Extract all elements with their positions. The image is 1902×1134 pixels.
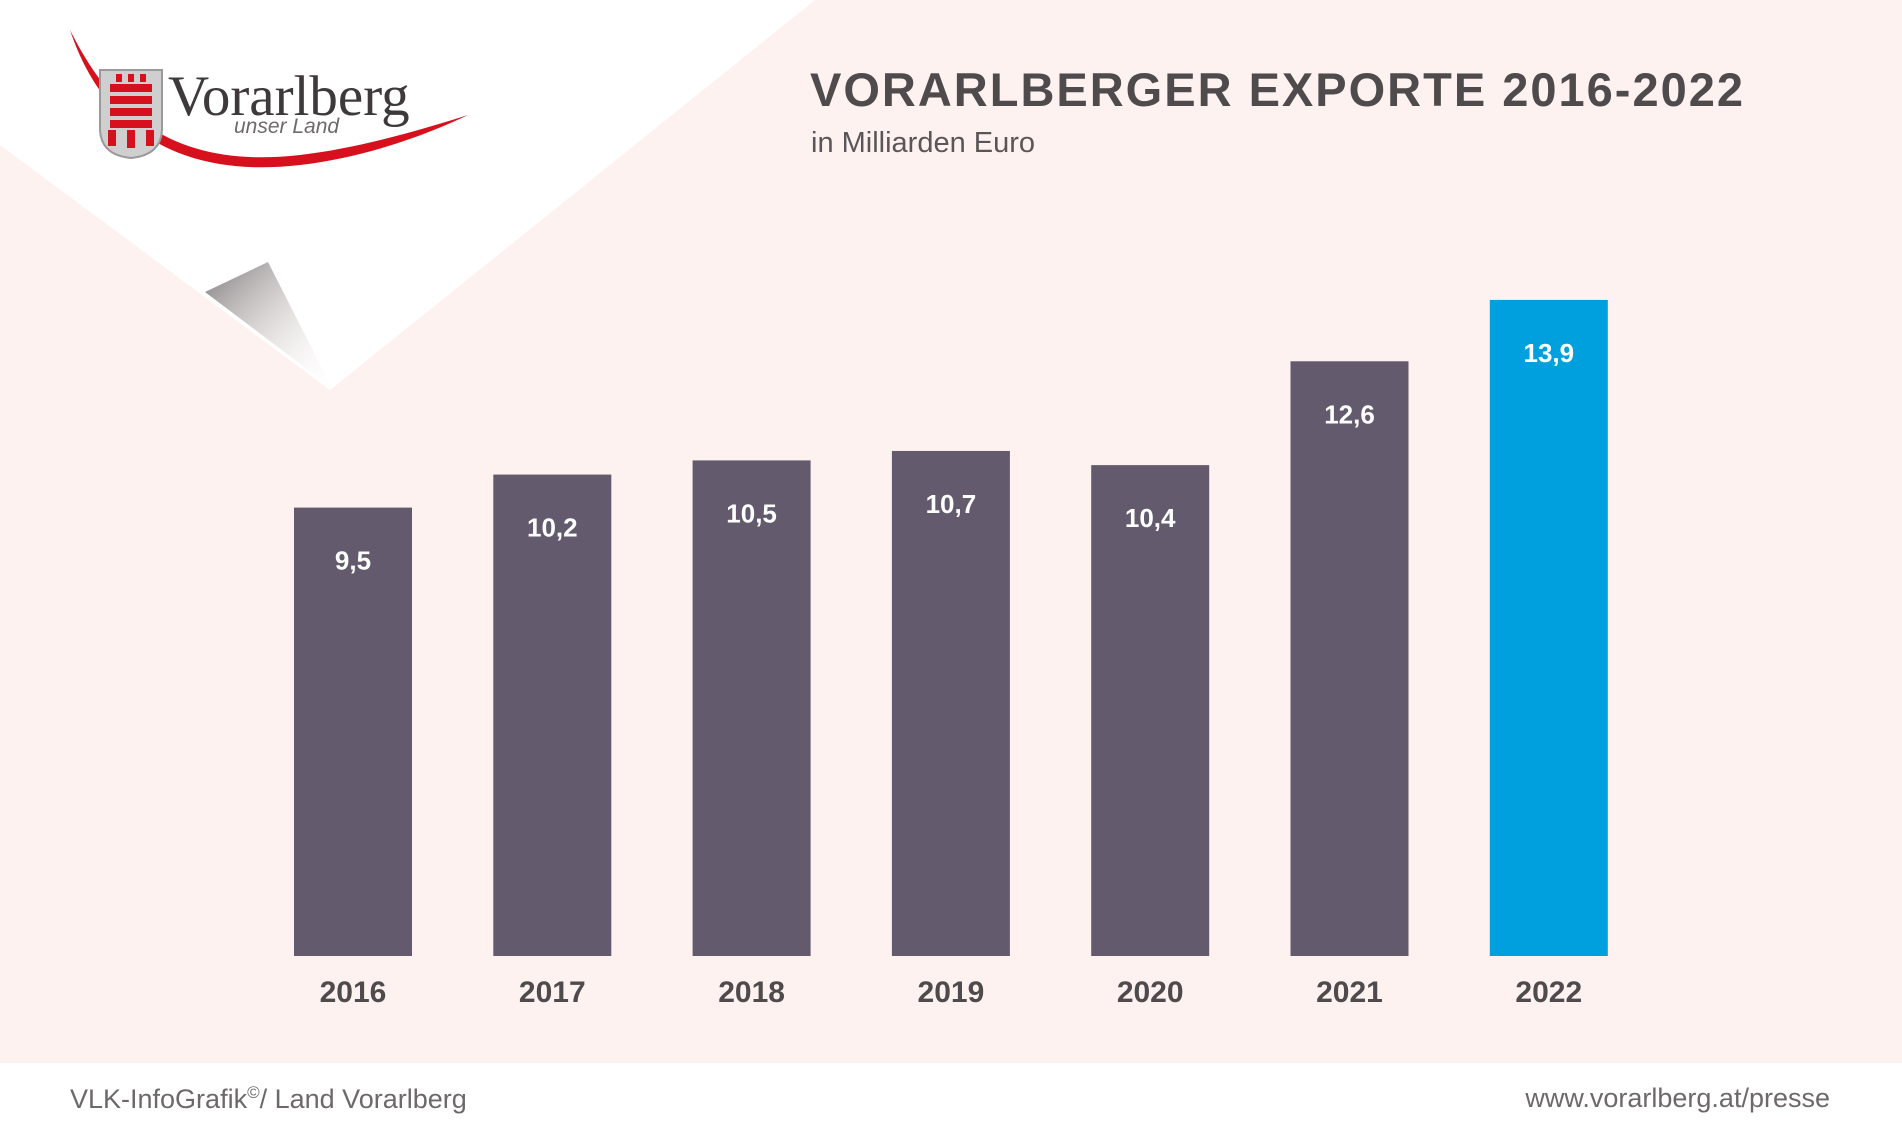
banner-fold-shadow (205, 262, 332, 388)
bar-value-label-2021: 12,6 (1324, 399, 1375, 429)
footer-credit-rest: / Land Vorarlberg (259, 1084, 467, 1114)
footer-credit-main: VLK-InfoGrafik (70, 1084, 248, 1114)
logo-wordmark: Vorarlberg (168, 65, 410, 128)
chart-subtitle: in Milliarden Euro (811, 127, 1036, 159)
logo-tagline: unser Land (234, 115, 340, 138)
x-tick-label-2017: 2017 (519, 976, 586, 1009)
x-tick-label-2016: 2016 (320, 976, 387, 1009)
bar-2019 (891, 450, 1010, 956)
bar-2020 (1091, 465, 1210, 956)
x-tick-label-2022: 2022 (1515, 976, 1582, 1009)
bar-2021 (1290, 361, 1409, 956)
bar-2018 (692, 460, 811, 956)
bar-value-label-2016: 9,5 (335, 546, 371, 576)
bar-value-label-2019: 10,7 (926, 489, 977, 519)
x-tick-label-2021: 2021 (1316, 976, 1383, 1009)
x-tick-label-2019: 2019 (918, 976, 985, 1009)
footer-credit: VLK-InfoGrafik©/ Land Vorarlberg (70, 1083, 467, 1115)
bar-value-label-2017: 10,2 (527, 513, 578, 543)
footer-credit-sup: © (247, 1083, 260, 1102)
bar-value-label-2022: 13,9 (1523, 338, 1574, 368)
footer-url: www.vorarlberg.at/presse (1525, 1083, 1830, 1113)
bar-series: 9,5 2016 10,2 2017 10,5 2018 10,7 2019 10,4 2020 1… (294, 299, 1608, 1009)
footer-bar (0, 1063, 1902, 1134)
bar-value-label-2018: 10,5 (726, 498, 777, 528)
header-banner (0, 0, 815, 390)
bar-2022 (1489, 299, 1608, 956)
bar-2017 (493, 474, 612, 956)
x-tick-label-2018: 2018 (718, 976, 785, 1009)
x-tick-label-2020: 2020 (1117, 976, 1184, 1009)
coat-of-arms-icon (99, 69, 163, 160)
bar-value-label-2020: 10,4 (1125, 503, 1176, 533)
bar-2016 (294, 507, 412, 956)
chart-title: VORARLBERGER EXPORTE 2016-2022 (810, 63, 1746, 116)
